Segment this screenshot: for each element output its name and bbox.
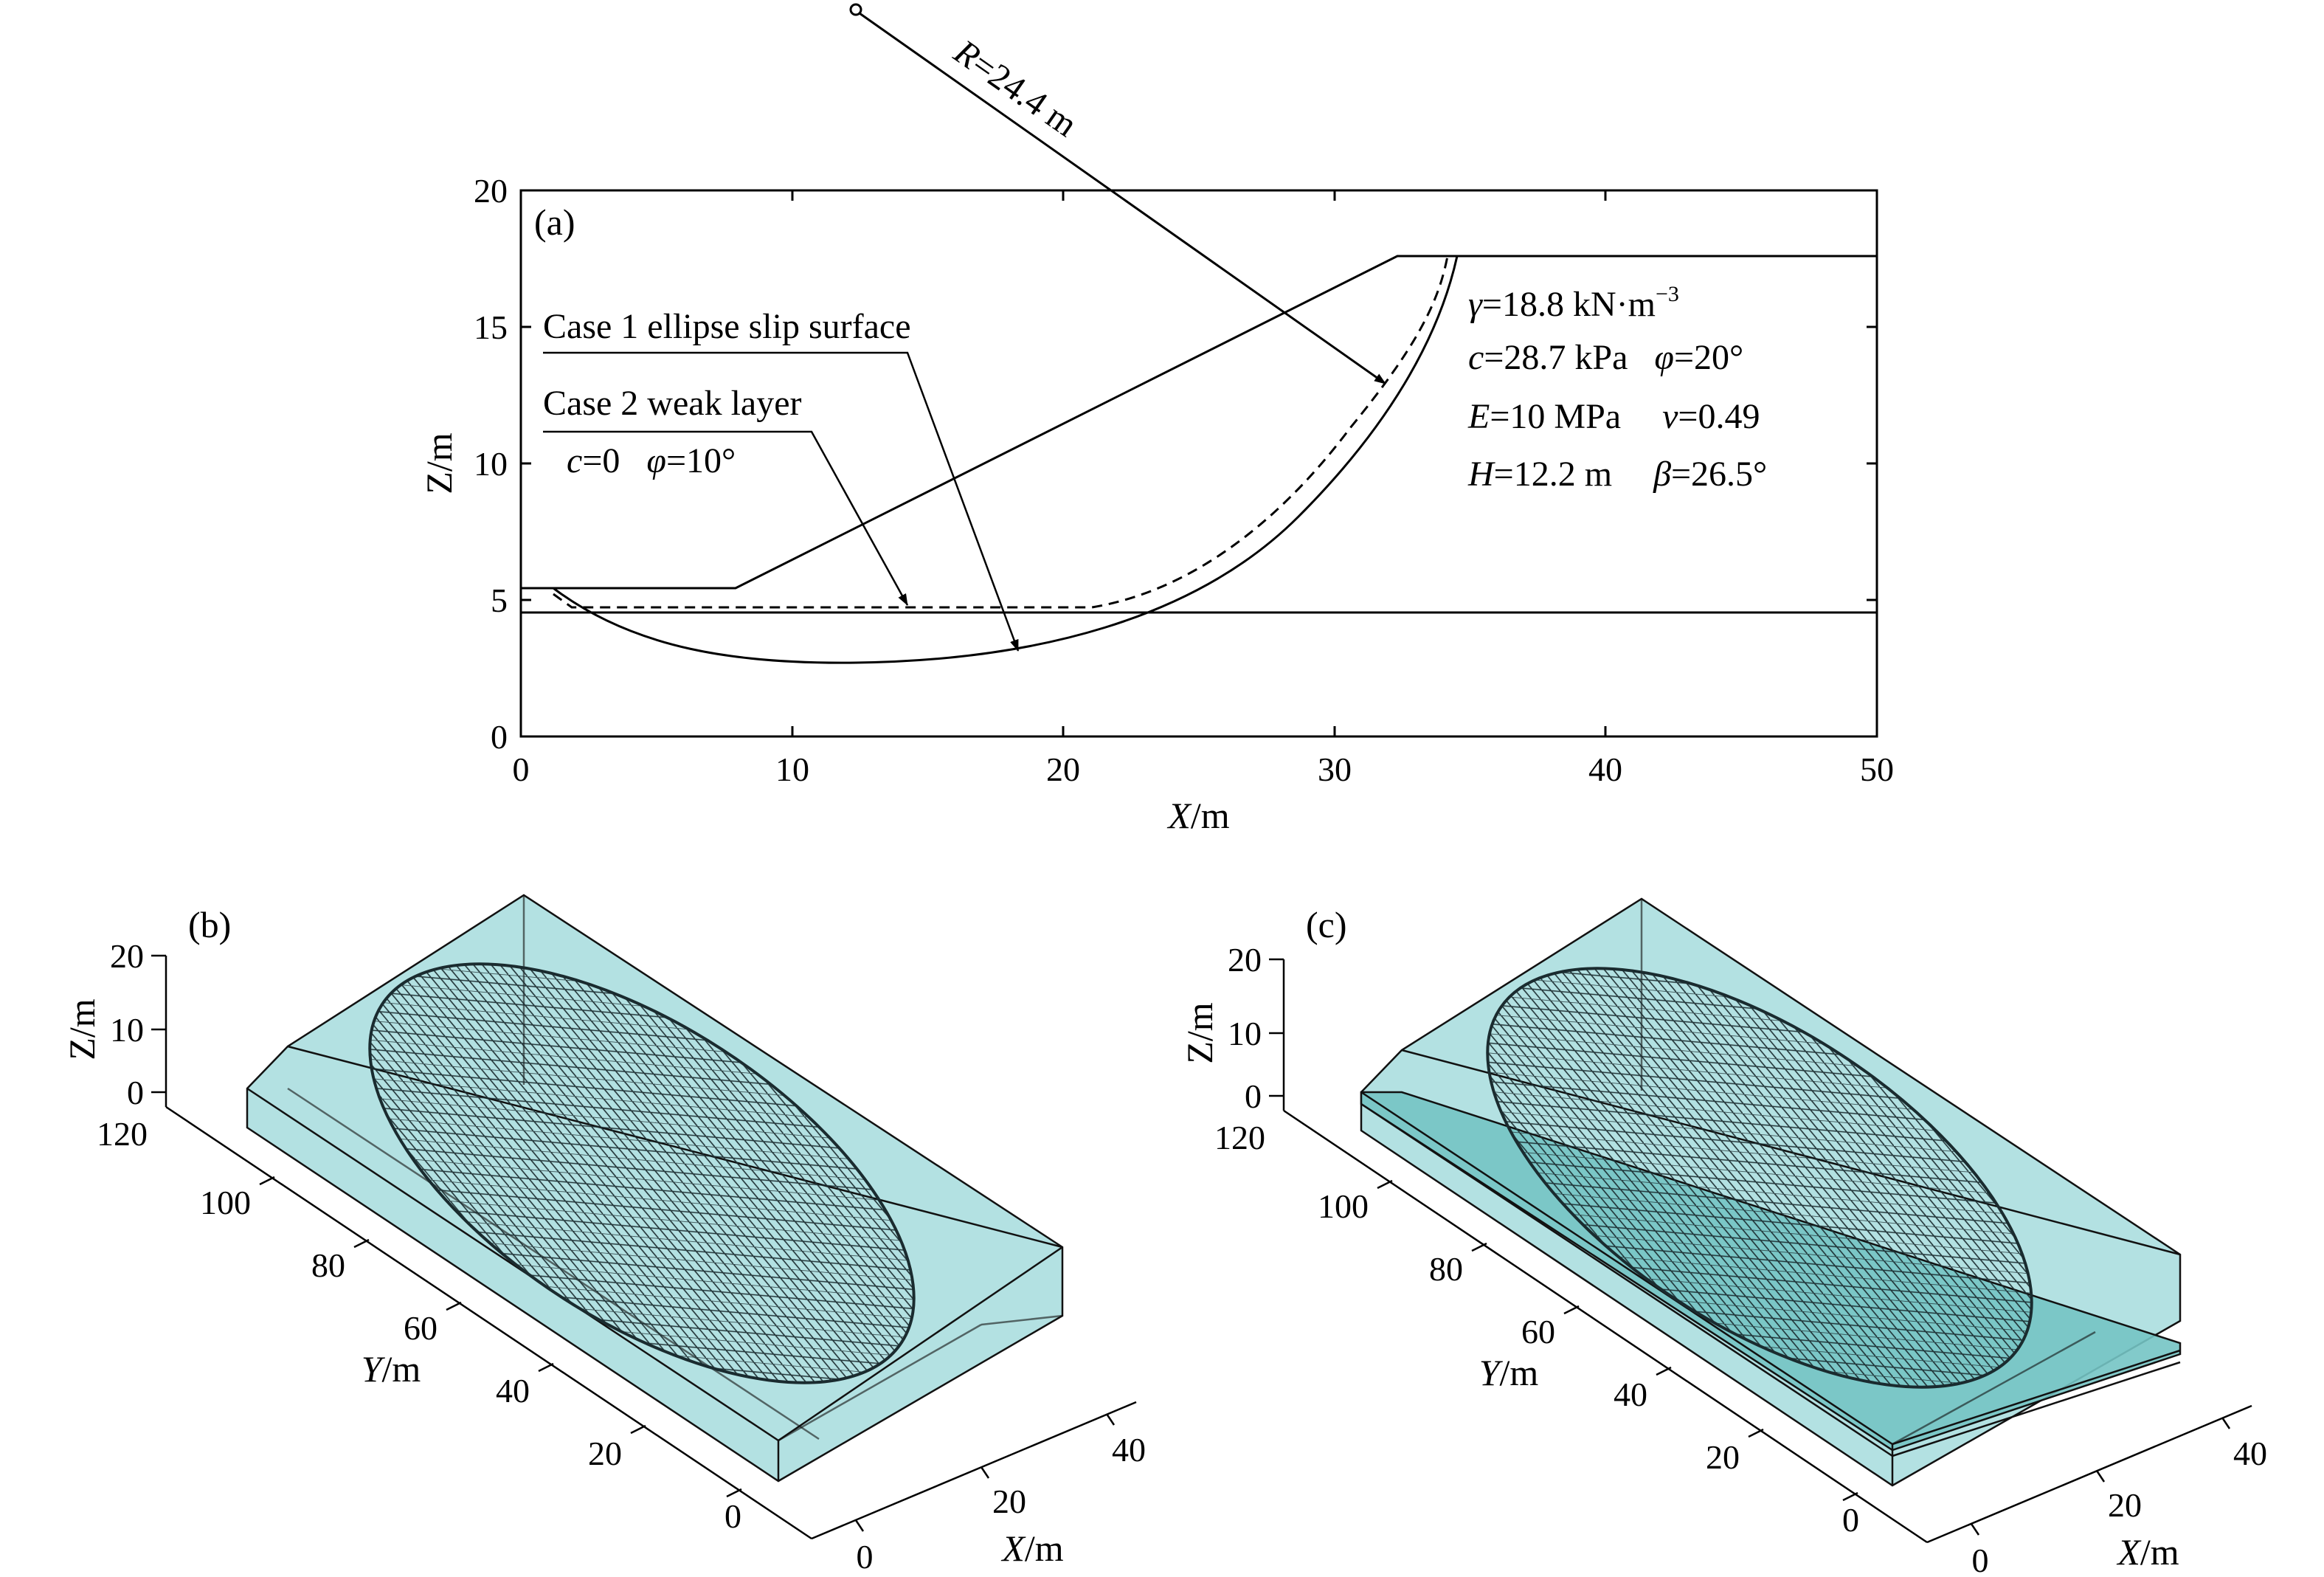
x-tick-label: 0 bbox=[857, 1538, 874, 1576]
z-tick-label: 0 bbox=[1245, 1077, 1262, 1115]
z-tick-label: 5 bbox=[491, 582, 508, 619]
x-tick-label: 20 bbox=[992, 1483, 1026, 1520]
x-axis-label: X/m bbox=[1000, 1528, 1063, 1569]
panel-c-label: (c) bbox=[1306, 904, 1347, 945]
y-tick-label: 120 bbox=[97, 1115, 148, 1153]
x-tick-label: 10 bbox=[775, 750, 809, 788]
x-tick-label: 20 bbox=[1046, 750, 1080, 788]
x-tick-label: 30 bbox=[1318, 750, 1352, 788]
y-tick-label: 20 bbox=[588, 1435, 622, 1472]
x-axis-ticks bbox=[519, 190, 1878, 736]
param-gamma: γ=18.8 kN·m−3 bbox=[1468, 282, 1679, 324]
y-tick-label: 80 bbox=[311, 1246, 345, 1284]
y-axis-label: Y/m bbox=[1479, 1352, 1539, 1393]
panel-b-label: (b) bbox=[188, 904, 231, 945]
z-tick-label: 0 bbox=[127, 1074, 144, 1111]
x-axis bbox=[1926, 1404, 2252, 1544]
y-tick-label: 60 bbox=[1521, 1313, 1555, 1350]
case1-label: Case 1 ellipse slip surface bbox=[543, 307, 911, 346]
center-point bbox=[849, 3, 862, 16]
slip-surface-mesh bbox=[1486, 967, 2033, 1389]
case2-leader bbox=[543, 430, 909, 606]
material-parameters: γ=18.8 kN·m−3 c=28.7 kPa φ=20° E=10 MPa ν=… bbox=[1467, 282, 1767, 494]
panel-a-label: (a) bbox=[534, 201, 575, 243]
case2-params: c=0 φ=10° bbox=[567, 441, 736, 480]
param-c-phi: c=28.7 kPa φ=20° bbox=[1468, 338, 1743, 377]
z-tick-label: 10 bbox=[110, 1011, 144, 1049]
case1-leader bbox=[543, 351, 1020, 652]
y-axis bbox=[165, 1105, 812, 1540]
z-tick-label: 10 bbox=[474, 445, 508, 483]
x-tick-label: 40 bbox=[1112, 1431, 1146, 1469]
y-tick-label: 120 bbox=[1214, 1119, 1265, 1156]
slope-profile bbox=[521, 255, 1877, 590]
y-tick-label: 40 bbox=[1614, 1376, 1647, 1413]
panel-c: (c) 20 10 0 Z/m 120 100 80 bbox=[1179, 897, 2267, 1577]
case2-label: Case 2 weak layer bbox=[543, 384, 802, 423]
x-tick-label: 0 bbox=[1972, 1542, 1989, 1577]
z-tick-label: 10 bbox=[1228, 1015, 1262, 1052]
panel-a: 0 10 20 30 40 50 0 5 10 15 20 X/m Z/m (a… bbox=[418, 3, 1894, 836]
param-e-nu: E=10 MPa ν=0.49 bbox=[1467, 397, 1760, 436]
y-tick-label: 80 bbox=[1429, 1250, 1463, 1288]
z-tick-label: 20 bbox=[474, 172, 508, 210]
z-axis-label: Z/m bbox=[61, 998, 103, 1060]
z-tick-label: 0 bbox=[491, 718, 508, 756]
x-tick-label: 20 bbox=[2108, 1486, 2142, 1524]
radius-line bbox=[859, 12, 1386, 385]
case2-slip-surface bbox=[553, 255, 1449, 609]
x-axis-label: X/m bbox=[2116, 1531, 2179, 1573]
panel-b: (b) 20 10 0 Z/m 120 100 80 60 bbox=[61, 894, 1146, 1576]
x-tick-label: 0 bbox=[513, 750, 530, 788]
y-axis-label: Y/m bbox=[362, 1348, 421, 1390]
y-tick-label: 40 bbox=[496, 1372, 530, 1409]
y-tick-label: 20 bbox=[1706, 1438, 1740, 1476]
z-axis-label: Z/m bbox=[418, 432, 460, 494]
z-tick-label: 20 bbox=[110, 937, 144, 975]
x-tick-label: 50 bbox=[1860, 750, 1894, 788]
param-h-beta: H=12.2 m β=26.5° bbox=[1467, 455, 1767, 494]
y-tick-label: 60 bbox=[404, 1309, 438, 1347]
y-tick-label: 0 bbox=[724, 1497, 741, 1535]
z-axis-label: Z/m bbox=[1179, 1002, 1220, 1063]
y-tick-label: 0 bbox=[1842, 1501, 1859, 1539]
z-tick-label: 20 bbox=[1228, 941, 1262, 979]
y-tick-label: 100 bbox=[200, 1184, 251, 1221]
x-axis bbox=[811, 1401, 1137, 1540]
z-axis-ticks bbox=[521, 189, 1877, 738]
z-tick-label: 15 bbox=[474, 308, 508, 346]
x-axis-label: X/m bbox=[1166, 795, 1229, 836]
x-tick-label: 40 bbox=[1588, 750, 1622, 788]
slip-surface-mesh bbox=[368, 962, 916, 1384]
y-tick-label: 100 bbox=[1318, 1187, 1369, 1225]
x-tick-label: 40 bbox=[2233, 1435, 2267, 1472]
y-axis bbox=[1283, 1109, 1928, 1544]
case1-slip-surface bbox=[553, 255, 1459, 664]
